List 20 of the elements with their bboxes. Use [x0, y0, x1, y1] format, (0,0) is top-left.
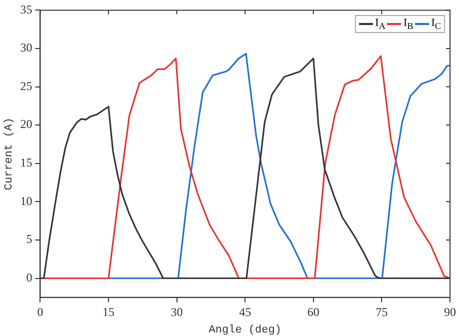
x-tick-label: 60	[307, 304, 320, 319]
y-tick-label: 20	[20, 117, 32, 132]
x-axis-title: Angle (deg)	[208, 324, 282, 336]
y-tick-label: 15	[20, 156, 32, 170]
legend-label: I$_{A}$	[375, 17, 386, 32]
legend-label: I$_{B}$	[403, 17, 414, 32]
x-tick-label: 15	[102, 304, 114, 319]
x-tick-label: 0	[37, 304, 44, 319]
y-tick-label: 35	[20, 2, 32, 16]
y-tick-label: 5	[26, 232, 32, 246]
x-tick-label: 75	[376, 304, 388, 319]
x-tick-label: 30	[170, 304, 183, 319]
x-tick-label: 90	[444, 304, 456, 319]
legend-label: I$_{C}$	[431, 17, 441, 32]
x-tick-label: 45	[239, 304, 252, 319]
y-axis-title: Current (A)	[4, 117, 16, 190]
y-tick-label: 0	[26, 270, 32, 284]
y-tick-label: 25	[20, 78, 32, 93]
y-tick-label: 30	[20, 40, 32, 55]
y-tick-label: 10	[20, 194, 32, 208]
